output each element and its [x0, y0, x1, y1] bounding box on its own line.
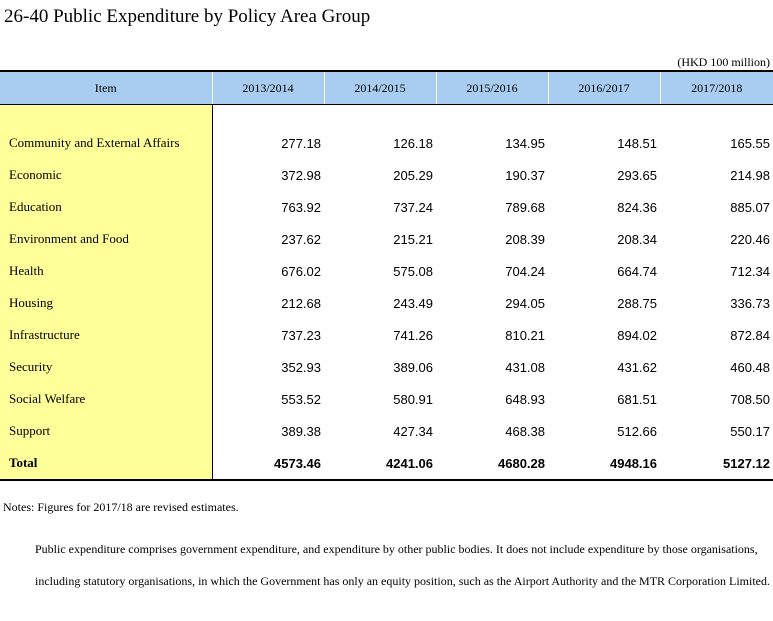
value-cell: 165.55: [730, 135, 770, 151]
value-cell: 212.68: [281, 295, 321, 311]
item-cell: Total: [0, 447, 213, 481]
value-cell: 214.98: [730, 167, 770, 183]
value-cell: 4573.46: [212, 447, 324, 481]
value-cell: 352.93: [281, 359, 321, 375]
header-year: 2013/2014: [211, 70, 324, 105]
value-cell: 126.18: [393, 135, 433, 151]
value-cell: 737.24: [393, 199, 433, 215]
value-cell: 205.29: [393, 167, 433, 183]
value-cell: 580.91: [393, 391, 433, 407]
header-year: 2016/2017: [547, 70, 660, 105]
value-cell: 237.62: [281, 231, 321, 247]
value-cell: 824.36: [617, 199, 657, 215]
value-cell: 427.34: [393, 423, 433, 439]
value-cell: 372.98: [281, 167, 321, 183]
table-row: Community and External Affairs 277.18 126.…: [0, 127, 773, 159]
value-cell: 431.62: [617, 359, 657, 375]
value-cell: 712.34: [730, 263, 770, 279]
item-cell: Security: [0, 351, 213, 383]
value-cell: 5127.12: [660, 447, 773, 481]
item-cell-empty: [0, 104, 213, 127]
value-cell: 208.39: [505, 231, 545, 247]
item-cell: Health: [0, 255, 213, 287]
table-row: Economic 372.98 205.29 190.37 293.65 214.98: [0, 159, 773, 191]
table-row: Housing 212.68 243.49 294.05 288.75 336.73: [0, 287, 773, 319]
table-row: Environment and Food 237.62 215.21 208.39 20…: [0, 223, 773, 255]
note-line-1: Notes: Figures for 2017/18 are revised e…: [3, 500, 239, 514]
note-line-2: Public expenditure comprises government …: [35, 542, 771, 588]
value-cell: 885.07: [730, 199, 770, 215]
item-cell: Support: [0, 415, 213, 447]
total-row: Total 4573.46 4241.06 4680.28 4948.16 5127.12: [0, 447, 773, 481]
item-cell: Economic: [0, 159, 213, 191]
value-cell: 648.93: [505, 391, 545, 407]
value-cell: 468.38: [505, 423, 545, 439]
value-cell: 763.92: [281, 199, 321, 215]
item-cell: Community and External Affairs: [0, 127, 213, 159]
page-title: 26-40 Public Expenditure by Policy Area …: [4, 6, 371, 27]
value-cell: 460.48: [730, 359, 770, 375]
value-cell: 277.18: [281, 135, 321, 151]
value-cell: 389.38: [281, 423, 321, 439]
header-year: 2015/2016: [435, 70, 548, 105]
value-cell: 288.75: [617, 295, 657, 311]
value-cell: 215.21: [393, 231, 433, 247]
value-cell: 294.05: [505, 295, 545, 311]
value-cell: 676.02: [281, 263, 321, 279]
value-cell: 550.17: [730, 423, 770, 439]
value-cell: 190.37: [505, 167, 545, 183]
value-cell: 4948.16: [548, 447, 660, 481]
table-row: Security 352.93 389.06 431.08 431.62 460.48: [0, 351, 773, 383]
spacer-row: [0, 104, 773, 127]
value-cell: 512.66: [617, 423, 657, 439]
value-cell: 243.49: [393, 295, 433, 311]
expenditure-table: Item 2013/2014 2014/2015 2015/2016 2016/…: [0, 70, 773, 481]
value-cell: 4680.28: [436, 447, 548, 481]
table-row: Support 389.38 427.34 468.38 512.66 550.17: [0, 415, 773, 447]
value-cell: 708.50: [730, 391, 770, 407]
table-row: Health 676.02 575.08 704.24 664.74 712.34: [0, 255, 773, 287]
value-cell: 872.84: [730, 327, 770, 343]
value-cell: 134.95: [505, 135, 545, 151]
item-cell: Environment and Food: [0, 223, 213, 255]
table-header-row: Item 2013/2014 2014/2015 2015/2016 2016/…: [0, 70, 773, 105]
item-cell: Social Welfare: [0, 383, 213, 415]
value-cell: 737.23: [281, 327, 321, 343]
value-cell: 220.46: [730, 231, 770, 247]
header-year: 2017/2018: [659, 70, 773, 105]
unit-label: (HKD 100 million): [677, 55, 770, 69]
header-item: Item: [0, 70, 212, 105]
value-cell: 389.06: [393, 359, 433, 375]
table-row: Infrastructure 737.23 741.26 810.21 894.02 87…: [0, 319, 773, 351]
table-row: Education 763.92 737.24 789.68 824.36 885.07: [0, 191, 773, 223]
value-cell: 293.65: [617, 167, 657, 183]
value-cell: 553.52: [281, 391, 321, 407]
item-cell: Education: [0, 191, 213, 223]
value-cell: 810.21: [505, 327, 545, 343]
value-cell: 894.02: [617, 327, 657, 343]
value-cell: 575.08: [393, 263, 433, 279]
value-cell: 4241.06: [324, 447, 436, 481]
value-cell: 208.34: [617, 231, 657, 247]
value-cell: 681.51: [617, 391, 657, 407]
table-row: Social Welfare 553.52 580.91 648.93 681.51 70…: [0, 383, 773, 415]
value-cell: 336.73: [730, 295, 770, 311]
item-cell: Housing: [0, 287, 213, 319]
value-cell: 741.26: [393, 327, 433, 343]
value-cell: 148.51: [617, 135, 657, 151]
value-cell: 664.74: [617, 263, 657, 279]
value-cell: 431.08: [505, 359, 545, 375]
value-cell: 789.68: [505, 199, 545, 215]
value-cell: 704.24: [505, 263, 545, 279]
item-cell: Infrastructure: [0, 319, 213, 351]
header-year: 2014/2015: [323, 70, 436, 105]
